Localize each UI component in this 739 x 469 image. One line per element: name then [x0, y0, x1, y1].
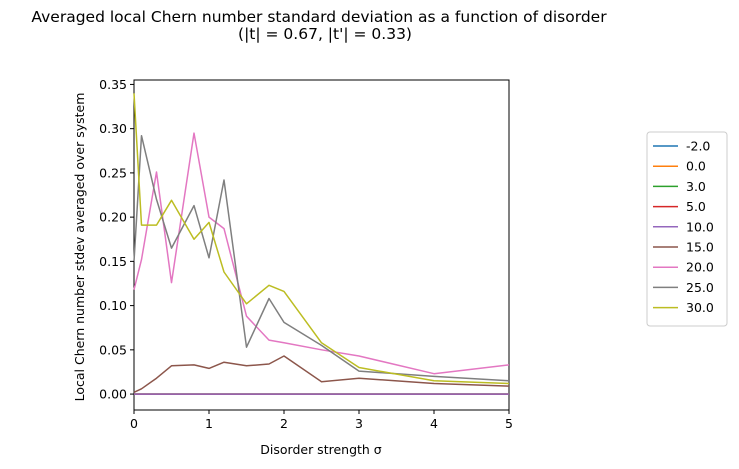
chart-subtitle: (|t| = 0.67, |t'| = 0.33) — [238, 25, 412, 43]
x-axis-label: Disorder strength σ — [260, 442, 382, 457]
legend-label: -2.0 — [686, 139, 710, 154]
series-line-5 — [133, 355, 510, 393]
legend-label: 15.0 — [686, 240, 714, 255]
legend-label: 5.0 — [686, 199, 706, 214]
series-line-8 — [133, 93, 510, 385]
axes-frame — [133, 79, 510, 411]
series-line-6 — [133, 132, 510, 375]
y-tick-label: 0.00 — [99, 387, 127, 402]
x-tick-label: 5 — [505, 416, 513, 431]
y-tick-label: 0.15 — [99, 254, 127, 269]
plot-area: 0 1 2 3 4 5 0.00 0.05 0.10 0.15 0.20 0.25 0.30 0.35 — [99, 77, 513, 431]
legend-items: -2.0 0.0 3.0 5.0 10.0 15.0 20.0 25.0 30.0 — [653, 139, 714, 315]
y-tick-label: 0.05 — [99, 342, 127, 357]
x-tick-label: 4 — [430, 416, 438, 431]
y-tick-label: 0.35 — [99, 77, 127, 92]
chart-title: Averaged local Chern number standard dev… — [31, 8, 607, 26]
legend: -2.0 0.0 3.0 5.0 10.0 15.0 20.0 25.0 30.0 — [646, 131, 728, 327]
x-tick-label: 3 — [355, 416, 363, 431]
legend-label: 20.0 — [686, 260, 714, 275]
y-tick-label: 0.20 — [99, 210, 127, 225]
legend-frame — [646, 131, 728, 327]
x-ticks: 0 1 2 3 4 5 — [130, 410, 513, 431]
series-line-7 — [133, 134, 510, 382]
x-tick-label: 0 — [130, 416, 138, 431]
y-tick-label: 0.25 — [99, 165, 127, 180]
legend-label: 25.0 — [686, 280, 714, 295]
legend-label: 0.0 — [686, 159, 706, 174]
series-layer — [133, 93, 510, 395]
y-axis-label: Local Chern number stdev averaged over s… — [72, 93, 87, 402]
y-tick-label: 0.10 — [99, 298, 127, 313]
y-ticks: 0.00 0.05 0.10 0.15 0.20 0.25 0.30 0.35 — [99, 77, 134, 402]
x-tick-label: 1 — [205, 416, 213, 431]
legend-label: 10.0 — [686, 219, 714, 234]
legend-label: 3.0 — [686, 179, 706, 194]
x-tick-label: 2 — [280, 416, 288, 431]
legend-label: 30.0 — [686, 300, 714, 315]
y-tick-label: 0.30 — [99, 121, 127, 136]
